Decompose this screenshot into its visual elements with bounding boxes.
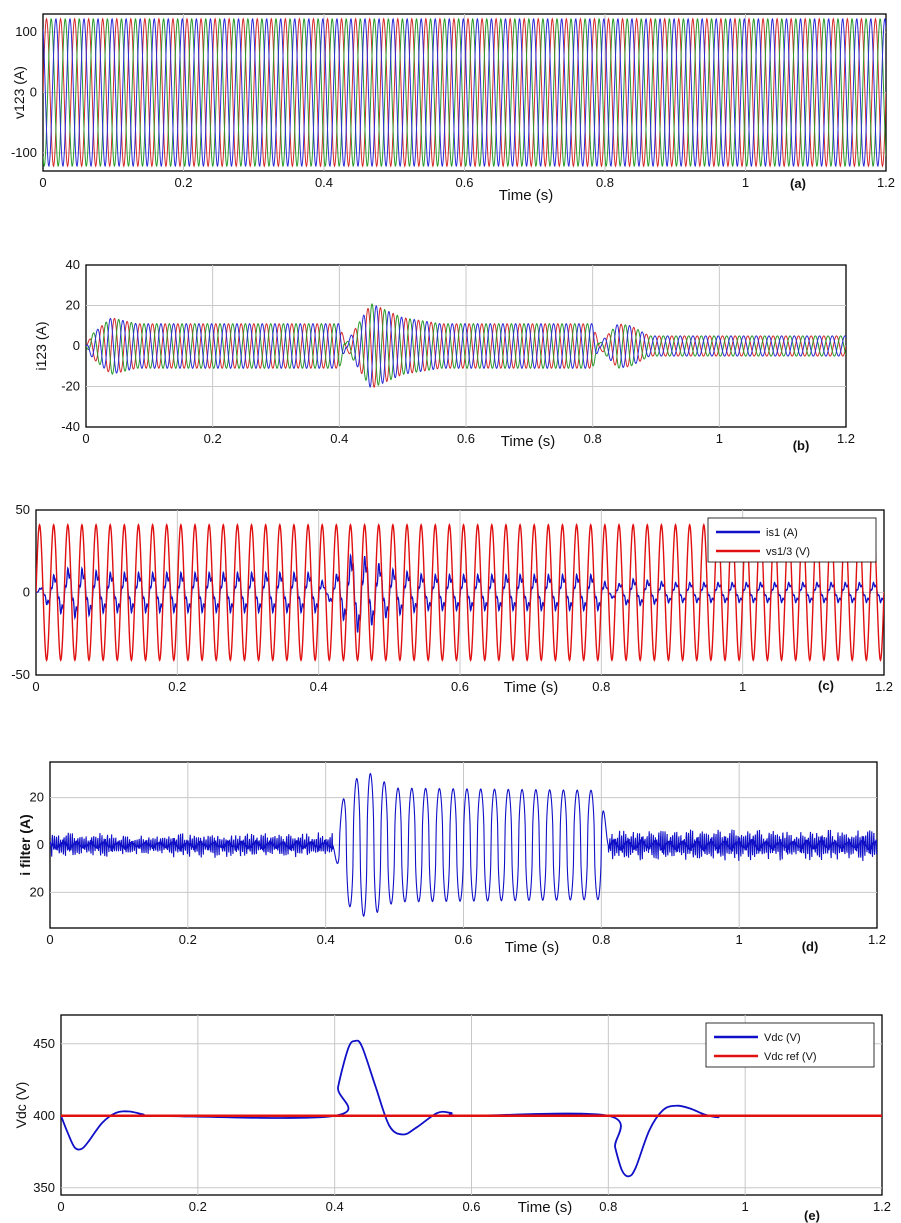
panel-e-dc-voltage: 0 0.2 0.4 0.6 0.8 1 1.2 350 400 450 Vdc (V) Time … bbox=[13, 1014, 891, 1223]
phase-1-trace bbox=[86, 306, 846, 389]
x-tick-label: 1.2 bbox=[877, 175, 895, 190]
x-tick-label: 0 bbox=[57, 1199, 64, 1214]
phase-2-trace bbox=[86, 303, 846, 387]
x-tick-label: 1.2 bbox=[875, 679, 893, 694]
panel-a-traces bbox=[43, 17, 886, 168]
x-tick-label: 0.6 bbox=[451, 679, 469, 694]
x-tick-label: 0.6 bbox=[454, 932, 472, 947]
panel-c-xlabel: Time (s) bbox=[504, 679, 558, 696]
x-tick-label: 0.2 bbox=[179, 932, 197, 947]
panel-c-legend-box bbox=[707, 517, 877, 563]
x-tick-label: 0.8 bbox=[592, 679, 610, 694]
panel-a-ylabel: v123 (A) bbox=[11, 66, 27, 119]
series-0-trace bbox=[61, 1039, 882, 1178]
y-tick-label: 20 bbox=[30, 884, 44, 899]
x-tick-label: 1 bbox=[716, 431, 723, 446]
y-tick-label: 0 bbox=[73, 338, 80, 353]
panel-b-traces bbox=[86, 303, 846, 389]
panel-a-label: (a) bbox=[790, 176, 806, 191]
x-tick-label: 0.4 bbox=[315, 175, 333, 190]
y-tick-label: -40 bbox=[61, 419, 80, 434]
x-tick-label: 1 bbox=[739, 679, 746, 694]
phase-1-trace bbox=[43, 17, 886, 168]
panel-d-xlabel: Time (s) bbox=[505, 939, 559, 956]
series-0-trace bbox=[50, 772, 877, 917]
series-1-trace bbox=[36, 523, 884, 662]
x-tick-label: 0 bbox=[32, 679, 39, 694]
phase-3-trace bbox=[43, 18, 886, 167]
x-tick-label: 1 bbox=[736, 932, 743, 947]
panel-e-legend: Vdc (V) Vdc ref (V) bbox=[705, 1022, 875, 1068]
panel-d-ticks: 0 0.2 0.4 0.6 0.8 1 1.2 20 0 20 bbox=[30, 790, 887, 947]
panel-e-ylabel: Vdc (V) bbox=[13, 1082, 29, 1129]
panel-b-ticks: 0 0.2 0.4 0.6 0.8 1 1.2 -40 -20 0 20 40 bbox=[61, 257, 855, 446]
x-tick-label: 0 bbox=[39, 175, 46, 190]
y-tick-label: -20 bbox=[61, 379, 80, 394]
x-tick-label: 0.2 bbox=[168, 679, 186, 694]
phase-3-trace bbox=[86, 305, 846, 388]
y-tick-label: 50 bbox=[16, 502, 30, 517]
y-tick-label: -100 bbox=[11, 145, 37, 160]
x-tick-label: 0.2 bbox=[204, 431, 222, 446]
y-tick-label: 450 bbox=[33, 1036, 55, 1051]
x-tick-label: 1.2 bbox=[868, 932, 886, 947]
panel-e-label: (e) bbox=[804, 1208, 820, 1223]
x-tick-label: 0.8 bbox=[599, 1199, 617, 1214]
y-tick-label: 100 bbox=[15, 24, 37, 39]
panel-d-ylabel: i filter (A) bbox=[17, 814, 33, 875]
y-tick-label: 40 bbox=[66, 257, 80, 272]
panel-c-label: (c) bbox=[818, 678, 834, 693]
y-tick-label: 0 bbox=[23, 585, 30, 600]
y-tick-label: 350 bbox=[33, 1180, 55, 1195]
y-tick-label: 400 bbox=[33, 1108, 55, 1123]
legend-label-vdc-ref: Vdc ref (V) bbox=[764, 1051, 817, 1063]
panel-c-traces bbox=[36, 523, 884, 662]
legend-label-vs1: vs1/3 (V) bbox=[766, 546, 810, 558]
panel-d-filter-current: 0 0.2 0.4 0.6 0.8 1 1.2 20 0 20 i filter (A) Time… bbox=[17, 761, 887, 956]
x-tick-label: 0.6 bbox=[462, 1199, 480, 1214]
panel-b-label: (b) bbox=[793, 438, 810, 453]
panel-d-traces bbox=[50, 772, 877, 917]
panel-b-ylabel: i123 (A) bbox=[33, 321, 49, 370]
x-tick-label: 0 bbox=[46, 932, 53, 947]
x-tick-label: 1 bbox=[742, 175, 749, 190]
panel-b-xlabel: Time (s) bbox=[501, 433, 555, 450]
x-tick-label: 0.6 bbox=[457, 431, 475, 446]
x-tick-label: 0.4 bbox=[317, 932, 335, 947]
panel-e-legend-box bbox=[705, 1022, 875, 1068]
legend-label-vdc: Vdc (V) bbox=[764, 1032, 801, 1044]
x-tick-label: 1.2 bbox=[873, 1199, 891, 1214]
x-tick-label: 0.2 bbox=[189, 1199, 207, 1214]
x-tick-label: 0.4 bbox=[310, 679, 328, 694]
y-tick-label: 20 bbox=[30, 790, 44, 805]
x-tick-label: 0 bbox=[82, 431, 89, 446]
panel-a-xlabel: Time (s) bbox=[499, 187, 553, 204]
panel-e-ticks: 0 0.2 0.4 0.6 0.8 1 1.2 350 400 450 bbox=[33, 1036, 891, 1214]
x-tick-label: 0.6 bbox=[455, 175, 473, 190]
panel-d-label: (d) bbox=[802, 939, 819, 954]
y-tick-label: 0 bbox=[37, 837, 44, 852]
y-tick-label: 0 bbox=[30, 85, 37, 100]
x-tick-label: 0.8 bbox=[592, 932, 610, 947]
x-tick-label: 0.8 bbox=[584, 431, 602, 446]
x-tick-label: 0.4 bbox=[326, 1199, 344, 1214]
x-tick-label: 0.2 bbox=[174, 175, 192, 190]
panel-e-xlabel: Time (s) bbox=[518, 1199, 572, 1216]
y-tick-label: 20 bbox=[66, 298, 80, 313]
x-tick-label: 1 bbox=[742, 1199, 749, 1214]
legend-label-is1: is1 (A) bbox=[766, 527, 798, 539]
x-tick-label: 0.8 bbox=[596, 175, 614, 190]
x-tick-label: 0.4 bbox=[330, 431, 348, 446]
panel-c-legend: is1 (A) vs1/3 (V) bbox=[707, 517, 877, 563]
x-tick-label: 1.2 bbox=[837, 431, 855, 446]
y-tick-label: -50 bbox=[11, 667, 30, 682]
panel-b-current: 0 0.2 0.4 0.6 0.8 1 1.2 -40 -20 0 20 40 i123 (A) Ti… bbox=[33, 257, 855, 453]
panel-e-traces bbox=[61, 1039, 882, 1178]
phase-2-trace bbox=[43, 18, 886, 167]
